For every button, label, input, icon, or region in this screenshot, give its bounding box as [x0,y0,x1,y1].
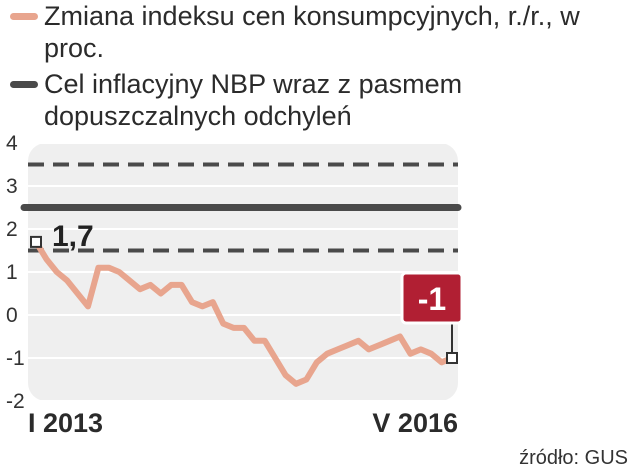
y-tick-label: 1 [6,261,18,284]
y-tick-label: -2 [6,390,25,413]
last-point-marker [446,352,458,364]
legend-label-target: Cel inflacyjny NBP wraz z pasmem dopuszc… [44,69,463,131]
legend-swatch-cpi [10,13,38,20]
y-tick-label: -1 [6,347,25,370]
x-start-label: I 2013 [28,408,103,438]
legend-item-cpi: Zmiana indeksu cen konsumpcyjnych, r./r.… [8,0,638,64]
last-value-callout [400,271,464,325]
cpi-line [33,238,455,387]
source-note: źródło: GUS [519,447,628,469]
y-tick-label: 0 [6,304,18,327]
legend: Zmiana indeksu cen konsumpcyjnych, r./r.… [8,0,638,132]
first-value-label: 1,7 [52,220,94,253]
x-end-label: V 2016 [372,408,458,438]
first-point-marker [30,235,42,248]
legend-item-target: Cel inflacyjny NBP wraz z pasmem dopuszc… [8,68,638,132]
y-tick-label: 3 [6,175,18,198]
last-value-label: -1 [418,281,446,317]
y-tick-label: 4 [6,132,18,155]
legend-swatch-target [10,81,38,88]
y-tick-label: 2 [6,218,18,241]
legend-label-cpi: Zmiana indeksu cen konsumpcyjnych, r./r.… [44,1,580,63]
